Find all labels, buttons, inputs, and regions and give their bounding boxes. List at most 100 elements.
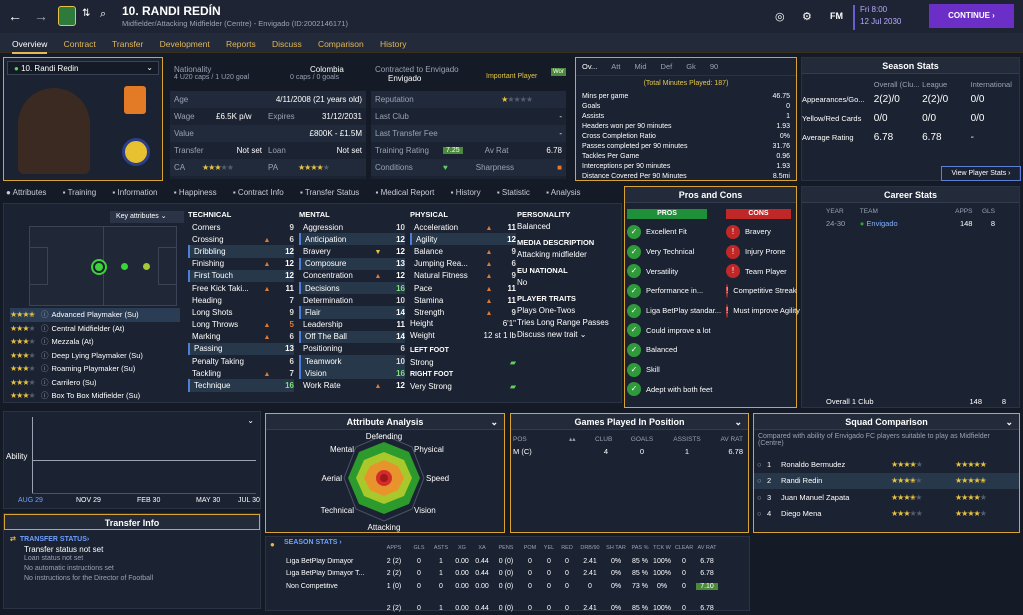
stats-tab-att[interactable]: Att xyxy=(611,62,620,71)
search-icon[interactable]: ⌕ xyxy=(100,8,106,21)
pros-cons-title: Pros and Cons xyxy=(625,187,796,203)
view-player-stats-button[interactable]: View Player Stats › xyxy=(941,166,1021,181)
fm-label[interactable]: FM xyxy=(830,11,843,21)
subtab-information[interactable]: ▪ Information xyxy=(112,188,157,197)
subtab-medical[interactable]: ▪ Medical Report xyxy=(376,188,435,197)
globe-icon[interactable]: ◎ xyxy=(775,10,785,23)
menu-discuss[interactable]: Discuss xyxy=(272,39,302,49)
ss-competition[interactable]: Liga BetPlay Dimayor xyxy=(268,558,380,565)
subtab-attributes-label: Attributes xyxy=(13,188,47,197)
stats-tab-gk[interactable]: Gk xyxy=(686,62,696,71)
back-arrow-icon[interactable]: ← xyxy=(8,8,22,24)
attribute-row[interactable]: Tackling▲7 xyxy=(188,367,294,379)
menu-contract[interactable]: Contract xyxy=(64,39,96,49)
menu-overview[interactable]: Overview xyxy=(12,39,47,54)
subtab-attributes[interactable]: ● Attributes xyxy=(6,188,46,197)
attribute-row[interactable]: Free Kick Taki...▲11 xyxy=(188,282,294,294)
attribute-row[interactable]: Stamina▲11 xyxy=(410,294,516,306)
menu-transfer[interactable]: Transfer xyxy=(112,39,143,49)
transfer-status-title[interactable]: TRANSFER STATUS xyxy=(20,536,87,543)
attribute-label: Leadership xyxy=(303,320,371,329)
ss-col: AV RAT xyxy=(696,545,718,551)
continue-button[interactable]: CONTINUE › xyxy=(929,4,1014,28)
attribute-row[interactable]: Jumping Rea...▲6 xyxy=(410,258,516,270)
stats-tab-90[interactable]: 90 xyxy=(710,62,718,71)
subtab-transfer-status[interactable]: ▪ Transfer Status xyxy=(300,188,359,197)
gear-icon[interactable]: ⚙ xyxy=(802,10,812,23)
subtab-statistic[interactable]: ▪ Statistic xyxy=(497,188,530,197)
career-team-link[interactable]: ● Envigado xyxy=(860,219,945,228)
ss-value: 0 xyxy=(408,583,430,590)
menu-history[interactable]: History xyxy=(380,39,406,49)
attribute-row[interactable]: Balance▲9 xyxy=(410,245,516,257)
attribute-row[interactable]: Acceleration▲11 xyxy=(410,221,516,233)
subtab-happiness[interactable]: ▪ Happiness xyxy=(174,188,217,197)
discuss-trait-dropdown[interactable]: Discuss new trait ⌄ xyxy=(517,330,619,342)
attribute-row[interactable]: Crossing▲6 xyxy=(188,233,294,245)
subtab-history[interactable]: ▪ History xyxy=(451,188,481,197)
sort-icon[interactable]: ▴▴ xyxy=(569,435,595,443)
chevron-down-icon[interactable]: ⌄ xyxy=(734,414,742,430)
stats-tab-overview[interactable]: Ov... xyxy=(582,62,597,71)
attribute-row[interactable]: Pace▲11 xyxy=(410,282,516,294)
chevron-down-icon[interactable]: ⌄ xyxy=(1005,414,1013,430)
attribute-row[interactable]: Marking▲6 xyxy=(188,331,294,343)
attribute-row[interactable]: Work Rate▲12 xyxy=(299,379,405,391)
menu-reports[interactable]: Reports xyxy=(226,39,256,49)
subtab-training[interactable]: ▪ Training xyxy=(63,188,97,197)
key-attributes-dropdown[interactable]: Key attributes ⌄ xyxy=(110,211,184,223)
chevron-down-icon[interactable]: ⌄ xyxy=(490,414,498,430)
menu-comparison[interactable]: Comparison xyxy=(318,39,364,49)
attribute-row[interactable]: Finishing▲12 xyxy=(188,258,294,270)
subtab-contract[interactable]: ▪ Contract Info xyxy=(233,188,284,197)
subtab-analysis[interactable]: ▪ Analysis xyxy=(546,188,580,197)
attribute-row[interactable]: Bravery▼12 xyxy=(299,245,405,257)
ss-competition[interactable]: Non Competitive xyxy=(268,583,380,590)
stats-tab-def[interactable]: Def xyxy=(661,62,673,71)
attribute-row[interactable]: Long Throws▲5 xyxy=(188,319,294,331)
attribute-row[interactable]: Natural Fitness▲9 xyxy=(410,270,516,282)
attribute-row[interactable]: Concentration▲12 xyxy=(299,270,405,282)
sharpness-label: Sharpness xyxy=(476,163,514,172)
ss-competition[interactable]: Liga BetPlay Dimayor T... xyxy=(268,570,380,577)
stat-value: 1.93 xyxy=(776,163,790,170)
stats-tab-mid[interactable]: Mid xyxy=(634,62,646,71)
menu-development[interactable]: Development xyxy=(160,39,210,49)
updown-icon[interactable]: ⇅ xyxy=(82,8,90,19)
chevron-down-icon[interactable]: ⌄ xyxy=(247,416,254,425)
attribute-value: 12 xyxy=(385,235,405,244)
player-selector[interactable]: ● 10. Randi Redin ⌄ xyxy=(7,61,159,75)
forward-arrow-icon[interactable]: → xyxy=(34,8,48,24)
